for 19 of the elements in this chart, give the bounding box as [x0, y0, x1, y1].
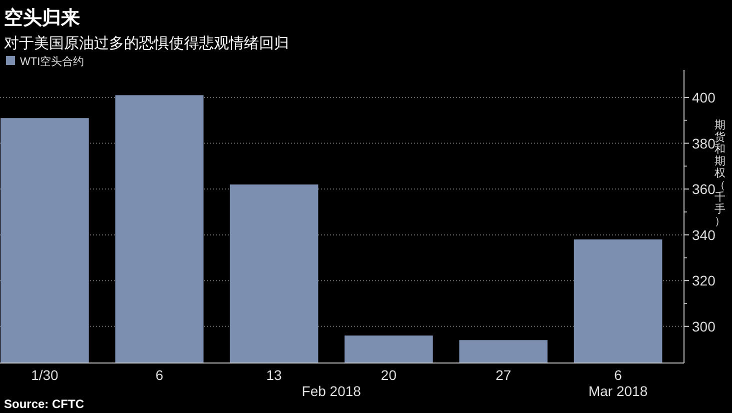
text: Mar 2018 — [588, 383, 648, 399]
x-tick-label: 27 — [496, 367, 512, 383]
y-tick-label: 380 — [692, 135, 716, 152]
text: Feb 2018 — [302, 383, 362, 399]
text: 期货和期权（千手） — [714, 120, 726, 228]
x-tick-label: 6 — [614, 367, 622, 383]
x-tick-label: 13 — [266, 367, 282, 383]
y-tick-label: 340 — [692, 226, 716, 243]
y-tick-label: 400 — [692, 89, 716, 106]
chart-title: 空头归来 — [4, 7, 80, 29]
x-tick-label: 6 — [155, 367, 164, 383]
legend-label: WTI空头合约 — [20, 55, 84, 68]
y-tick-label: 320 — [692, 272, 716, 289]
source-note: Source: CFTC — [4, 397, 84, 411]
y-tick-label: 300 — [692, 318, 716, 334]
y-tick-label: 360 — [692, 181, 716, 198]
x-tick-label: 20 — [380, 367, 397, 383]
x-tick-label: 1/30 — [31, 367, 59, 383]
chart-subtitle: 对于美国原油过多的恐惧使得悲观情绪回归 — [4, 35, 289, 52]
